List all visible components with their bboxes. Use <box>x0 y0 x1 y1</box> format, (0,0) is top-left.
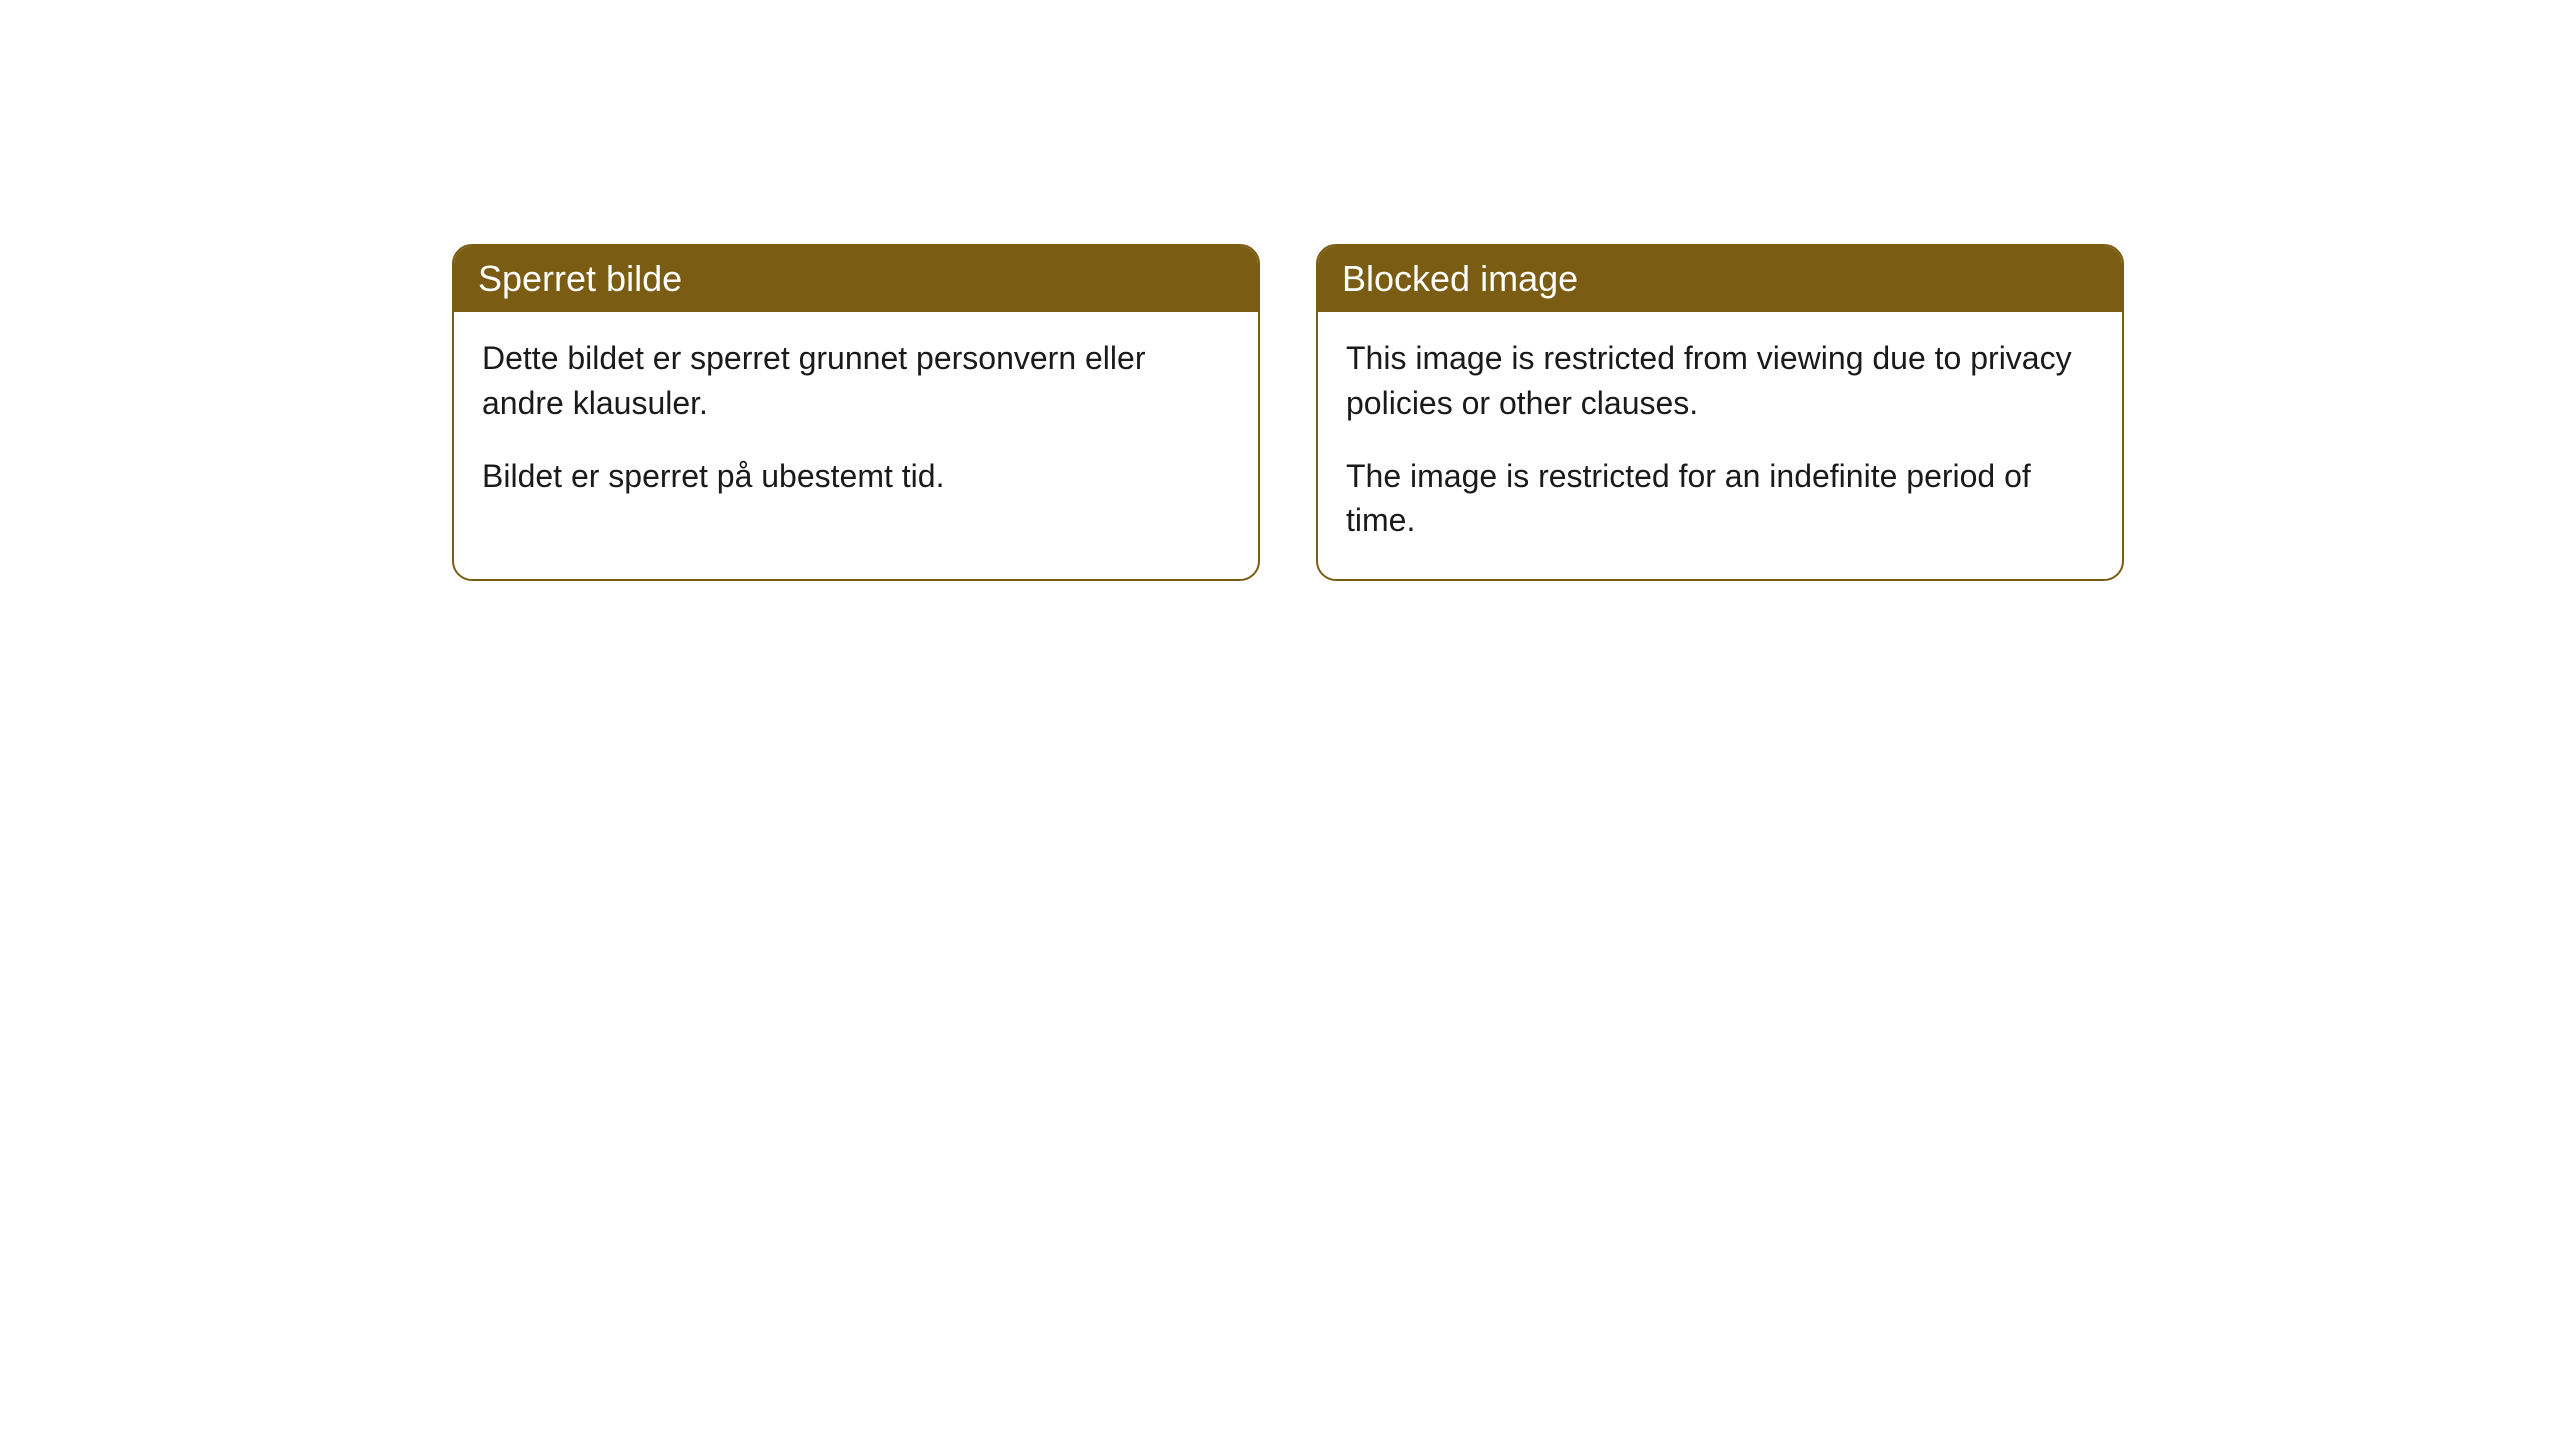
card-paragraph-1-norwegian: Dette bildet er sperret grunnet personve… <box>482 336 1230 426</box>
card-paragraph-2-norwegian: Bildet er sperret på ubestemt tid. <box>482 454 1230 499</box>
blocked-image-card-english: Blocked image This image is restricted f… <box>1316 244 2124 581</box>
card-body-english: This image is restricted from viewing du… <box>1318 312 2122 579</box>
card-paragraph-1-english: This image is restricted from viewing du… <box>1346 336 2094 426</box>
card-paragraph-2-english: The image is restricted for an indefinit… <box>1346 454 2094 544</box>
card-body-norwegian: Dette bildet er sperret grunnet personve… <box>454 312 1258 534</box>
blocked-image-card-norwegian: Sperret bilde Dette bildet er sperret gr… <box>452 244 1260 581</box>
card-header-english: Blocked image <box>1318 246 2122 312</box>
blocked-image-cards: Sperret bilde Dette bildet er sperret gr… <box>452 244 2124 581</box>
card-header-norwegian: Sperret bilde <box>454 246 1258 312</box>
